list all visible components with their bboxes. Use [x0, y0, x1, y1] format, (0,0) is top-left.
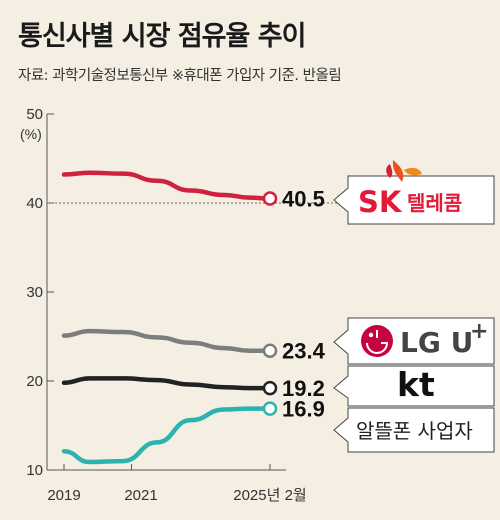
chart-title: 통신사별 시장 점유율 추이 — [18, 21, 306, 52]
y-tick-label: 50 — [26, 106, 43, 123]
series-end-point-2 — [262, 380, 278, 396]
end-value-label-3: 16.9 — [282, 397, 325, 422]
y-unit-label: (%) — [20, 126, 42, 142]
lgu-logo-box: LG U + — [333, 317, 495, 365]
series-end-point-1 — [262, 343, 278, 358]
sk-butterfly-icon — [386, 160, 422, 182]
series-line-2 — [61, 376, 273, 391]
skt-logo-mark: SK — [358, 185, 403, 219]
skt-logo-box: SK 텔레콤 — [333, 160, 495, 225]
kt-logo-box: kt — [333, 365, 495, 407]
series-end-point-3 — [262, 401, 278, 416]
x-axis: 2019 2021 2025년 2월 — [47, 464, 307, 504]
y-tick-label: 40 — [26, 195, 43, 212]
chart-subtitle: 자료: 과학기술정보통신부 ※휴대폰 가입자 기준. 반올림 — [18, 68, 342, 84]
y-tick-label: 10 — [26, 462, 43, 479]
kt-logo-mark: kt — [397, 365, 435, 404]
y-axis: 10 20 30 40 50 (%) — [20, 106, 54, 479]
end-value-label-2: 19.2 — [282, 376, 325, 401]
series-line-0 — [61, 170, 273, 201]
end-labels: 40.5 23.4 19.216.9 — [282, 187, 326, 422]
x-tick-label: 2019 — [47, 487, 80, 504]
mvno-label: 알뜰폰 사업자 — [356, 419, 473, 443]
lgu-logo-sup: + — [470, 319, 488, 344]
skt-logo-text: 텔레콤 — [407, 191, 462, 215]
series-line-1 — [61, 328, 273, 353]
series-line-3 — [61, 406, 273, 465]
lg-face-icon — [361, 325, 393, 357]
x-tick-label: 2021 — [124, 487, 157, 504]
series-group — [61, 170, 278, 465]
x-tick-label: 2025년 2월 — [233, 487, 306, 504]
y-tick-label: 30 — [26, 284, 43, 301]
mvno-logo-box: 알뜰폰 사업자 — [333, 407, 495, 453]
y-tick-label: 20 — [26, 373, 43, 390]
end-value-label-1: 23.4 — [282, 339, 326, 364]
series-end-point-0 — [262, 191, 278, 206]
lgu-logo-mark: LG U — [400, 326, 473, 359]
end-value-label-0: 40.5 — [282, 187, 325, 212]
